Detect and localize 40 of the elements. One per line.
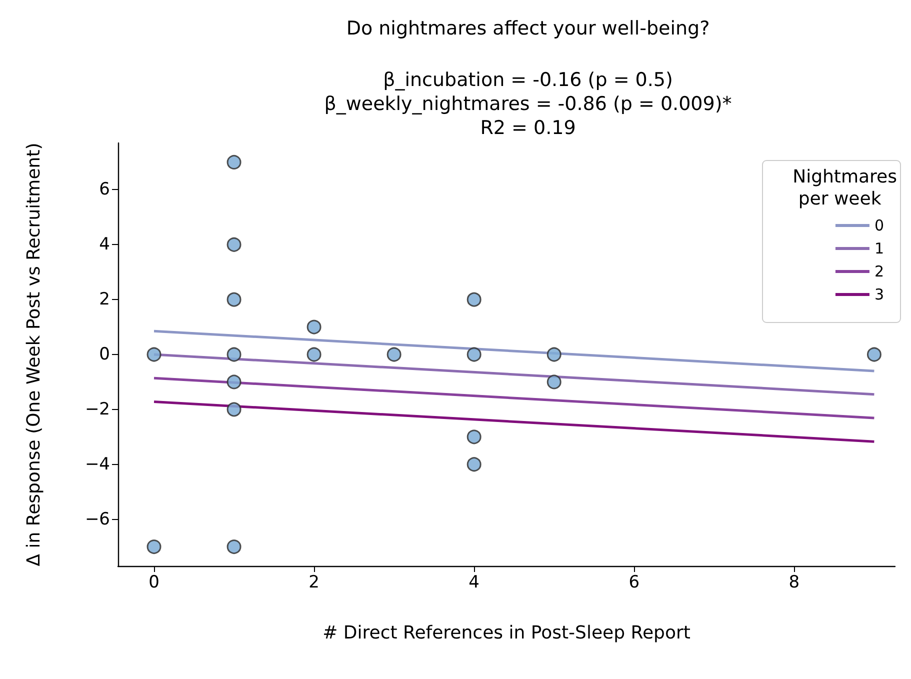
point (226, 154, 242, 170)
legend-title: Nightmares per week (792, 166, 898, 210)
legend-label: 3 (874, 286, 884, 304)
point (466, 292, 482, 307)
point (466, 347, 482, 362)
point (226, 402, 242, 417)
y-tick-label: 6 (99, 180, 110, 200)
x-axis-title: # Direct References in Post-Sleep Report (322, 622, 690, 644)
y-tick-label: −2 (84, 399, 110, 420)
point (466, 430, 482, 444)
y-tick-label: 2 (99, 290, 110, 310)
point (226, 374, 242, 390)
point (546, 374, 562, 390)
point (226, 540, 242, 554)
x-tick-label: 8 (788, 572, 800, 592)
x-tick-label: 2 (308, 572, 320, 592)
point (466, 457, 482, 472)
point (146, 540, 162, 554)
point (226, 292, 242, 307)
point (306, 347, 322, 362)
point (546, 347, 562, 362)
point (146, 347, 162, 362)
y-tick-label: −6 (84, 509, 110, 530)
y-tick-label: 4 (99, 234, 110, 255)
chart-title: Do nightmares affect your well-being? (346, 18, 710, 40)
x-tick-label: 6 (628, 572, 640, 592)
y-axis-title: Δ in Response (One Week Post vs Recruitment) (24, 142, 44, 566)
point (226, 237, 242, 252)
y-tick-label: 0 (99, 344, 110, 364)
point (306, 320, 322, 334)
point (386, 347, 402, 362)
chart-subtitle: β_incubation = -0.16 (p = 0.5) β_weekly_nightmares = -0.86 (p = 0.009)* R2 = 0.19 (324, 69, 732, 139)
y-tick-label: −4 (84, 454, 110, 474)
point (226, 347, 242, 362)
point (866, 347, 882, 362)
x-tick-label: 4 (468, 572, 480, 592)
legend-label: 0 (874, 216, 884, 234)
legend-label: 1 (874, 240, 884, 258)
x-tick-label: 0 (148, 572, 160, 592)
legend-label: 2 (874, 262, 884, 280)
